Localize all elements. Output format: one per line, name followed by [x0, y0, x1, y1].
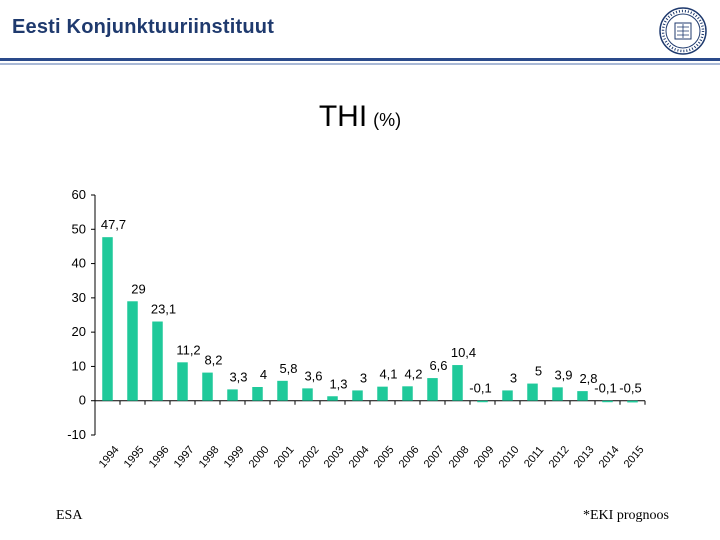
x-tick-label: 1999	[222, 444, 247, 470]
bar	[502, 390, 513, 401]
x-tick-label: 2011	[522, 444, 546, 470]
data-label: 4,2	[404, 366, 422, 381]
x-tick-label: 1996	[147, 444, 172, 470]
y-tick-label: 40	[72, 256, 86, 271]
data-label: 3	[360, 370, 367, 385]
bar	[127, 301, 138, 401]
x-tick-label: 2013	[572, 444, 597, 470]
x-tick-label: 2000	[247, 444, 272, 470]
y-tick-label: 30	[72, 290, 86, 305]
organization-title: Eesti Konjunktuuriinstituut	[12, 16, 275, 38]
forecast-note: *EKI prognoos	[583, 508, 669, 523]
data-label: 5	[535, 364, 542, 379]
x-tick-label: 2003	[322, 444, 347, 470]
bar	[427, 378, 438, 401]
y-tick-label: 20	[72, 324, 86, 339]
bar	[227, 389, 238, 401]
x-tick-label: 2004	[347, 444, 372, 470]
bar	[402, 386, 413, 401]
y-tick-label: 60	[72, 187, 86, 202]
chart-title-main: THI	[318, 100, 368, 133]
bar	[452, 365, 463, 401]
data-label: -0,1	[594, 381, 616, 396]
bar	[277, 380, 288, 401]
x-tick-label: 2009	[472, 444, 497, 470]
header-rule-dark	[0, 58, 720, 61]
x-tick-label: 1995	[122, 444, 147, 470]
x-tick-label: 2014	[597, 444, 622, 470]
y-tick-label: 50	[72, 221, 86, 236]
bar	[377, 386, 388, 401]
chart-title: THI (%)	[0, 100, 720, 134]
x-tick-label: 2010	[497, 444, 522, 470]
source-label: ESA	[56, 508, 83, 523]
x-tick-label: 2001	[272, 444, 297, 470]
data-label: -0,1	[469, 381, 491, 396]
data-label: 1,3	[329, 376, 347, 391]
x-tick-label: 1997	[172, 444, 197, 470]
x-tick-label: 2007	[422, 444, 447, 470]
data-label: 11,2	[176, 342, 200, 357]
chart-title-unit: (%)	[373, 110, 402, 130]
data-label: 10,4	[451, 345, 476, 360]
data-label: 2,8	[579, 371, 597, 386]
data-label: 47,7	[101, 217, 126, 232]
bar	[327, 396, 338, 401]
bar	[527, 383, 538, 401]
y-tick-label: 0	[79, 393, 86, 408]
bar	[252, 387, 263, 401]
x-tick-label: 2008	[447, 444, 472, 470]
bar	[152, 321, 163, 401]
data-label: 3,9	[554, 367, 572, 382]
header-rule-light	[0, 63, 720, 65]
bar	[177, 362, 188, 401]
x-tick-label: 1998	[197, 444, 222, 470]
data-label: -0,5	[619, 381, 641, 396]
bar	[577, 391, 588, 401]
x-tick-label: 2015	[622, 444, 647, 470]
x-tick-label: 1994	[97, 444, 122, 470]
university-seal-icon	[659, 7, 707, 55]
x-tick-label: 2006	[397, 444, 422, 470]
bar	[352, 390, 363, 401]
x-tick-label: 2005	[372, 444, 397, 470]
data-label: 8,2	[204, 353, 222, 368]
data-label: 4,1	[379, 367, 397, 382]
bar	[602, 400, 613, 403]
data-label: 3,3	[229, 369, 247, 384]
data-label: 4	[260, 367, 267, 382]
y-tick-label: 10	[72, 358, 86, 373]
data-label: 3,6	[304, 368, 322, 383]
data-label: 29	[131, 281, 145, 296]
bar	[552, 387, 563, 401]
bar	[627, 400, 638, 403]
bar	[202, 372, 213, 401]
data-label: 3	[510, 370, 517, 385]
bar	[302, 388, 313, 401]
x-tick-label: 2002	[297, 444, 322, 470]
data-label: 23,1	[151, 302, 176, 317]
data-label: 6,6	[429, 358, 447, 373]
bar	[102, 237, 113, 401]
bar	[477, 400, 488, 403]
y-tick-label: -10	[67, 427, 86, 442]
x-tick-label: 2012	[547, 444, 572, 470]
data-label: 5,8	[279, 361, 297, 376]
